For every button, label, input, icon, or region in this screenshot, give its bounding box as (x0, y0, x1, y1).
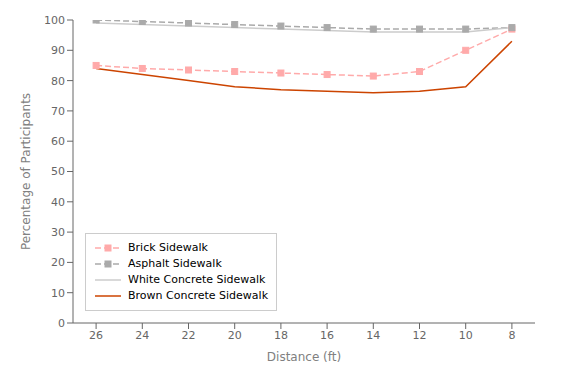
svg-text:22: 22 (182, 329, 196, 342)
svg-text:16: 16 (320, 329, 334, 342)
svg-text:40: 40 (51, 196, 65, 209)
svg-text:24: 24 (135, 329, 149, 342)
svg-text:30: 30 (51, 226, 65, 239)
svg-text:Distance (ft): Distance (ft) (267, 350, 341, 364)
svg-text:10: 10 (51, 287, 65, 300)
html-text:Asphalt Sidewalk: Asphalt Sidewalk (128, 257, 222, 270)
svg-text:Percentage of Participants: Percentage of Participants (19, 93, 33, 250)
svg-text:60: 60 (51, 135, 65, 148)
svg-text:70: 70 (51, 105, 65, 118)
svg-text:80: 80 (51, 75, 65, 88)
svg-text:20: 20 (51, 256, 65, 269)
html-text:Brick Sidewalk: Brick Sidewalk (128, 241, 208, 254)
svg-text:100: 100 (44, 14, 65, 27)
html-text:Brown Concrete Sidewalk: Brown Concrete Sidewalk (128, 289, 268, 302)
svg-text:20: 20 (228, 329, 242, 342)
svg-text:10: 10 (459, 329, 473, 342)
svg-text:18: 18 (274, 329, 288, 342)
svg-text:8: 8 (508, 329, 515, 342)
svg-text:12: 12 (413, 329, 427, 342)
svg-text:0: 0 (58, 317, 65, 330)
svg-text:26: 26 (89, 329, 103, 342)
svg-text:50: 50 (51, 165, 65, 178)
svg-text:90: 90 (51, 44, 65, 57)
svg-text:14: 14 (366, 329, 380, 342)
html-text:White Concrete Sidewalk: White Concrete Sidewalk (128, 273, 266, 286)
